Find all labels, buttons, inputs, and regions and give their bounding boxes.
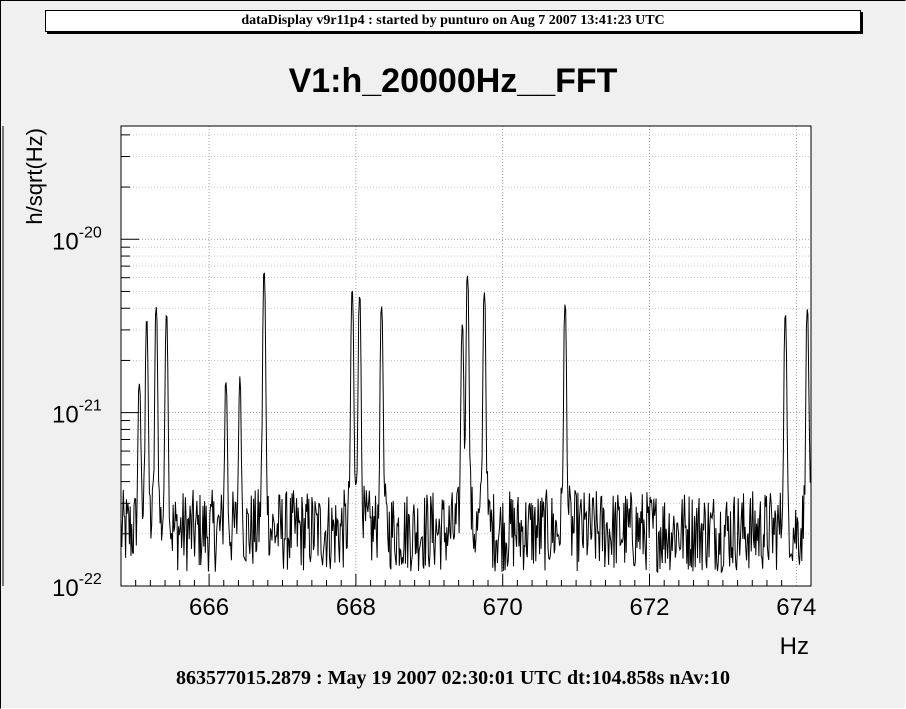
y-tick-label: 10-22 — [52, 571, 102, 602]
footer-status: 863577015.2879 : May 19 2007 02:30:01 UT… — [175, 667, 731, 689]
x-tick-label: 674 — [776, 594, 816, 621]
spectrum-series-line — [120, 272, 812, 574]
y-axis-label: h/sqrt(Hz) — [22, 128, 47, 225]
x-tick-label: 670 — [483, 594, 523, 621]
x-axis-label: Hz — [780, 633, 809, 660]
x-tick-label: 666 — [189, 594, 229, 621]
x-tick-label: 672 — [629, 594, 669, 621]
x-tick-label: 668 — [336, 594, 376, 621]
plot-frame — [120, 125, 812, 587]
y-tick-label: 10-21 — [52, 398, 102, 429]
y-tick-label: 10-20 — [52, 224, 102, 255]
header-banner: dataDisplay v9r11p4 : started by punturo… — [45, 10, 861, 32]
chart-title: V1:h_20000Hz__FFT — [288, 62, 618, 100]
